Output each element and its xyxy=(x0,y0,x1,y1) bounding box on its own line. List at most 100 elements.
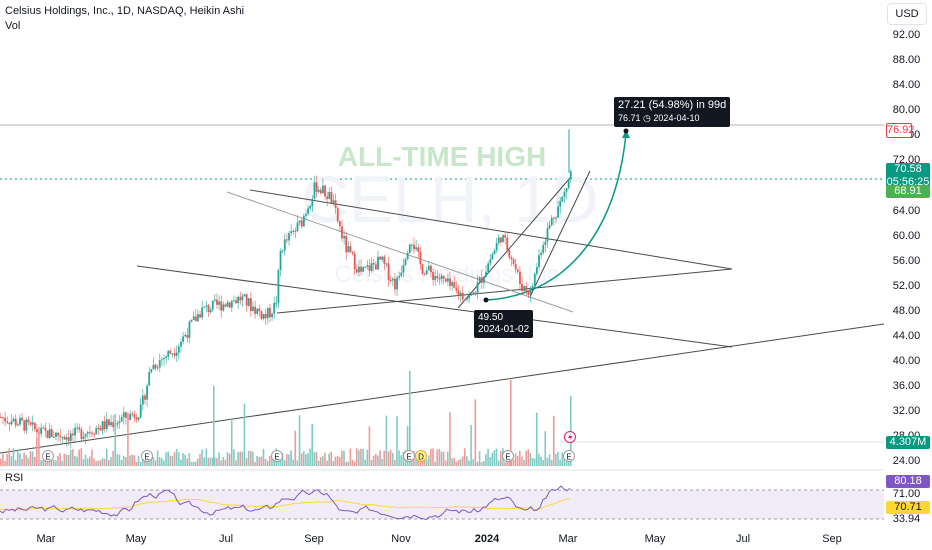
volume-bar xyxy=(552,415,555,466)
price-scale[interactable]: 92.0088.0084.0080.0076.0072.0068.0064.00… xyxy=(884,0,932,530)
candle xyxy=(300,220,303,227)
volume-bar xyxy=(366,449,369,466)
candle xyxy=(476,282,479,295)
earnings-marker-label: E xyxy=(505,453,510,462)
trendline-short-up xyxy=(0,324,884,376)
candle xyxy=(99,427,102,431)
main-chart-canvas[interactable]: ALL-TIME HIGH CELH, 1D Celsius Holdings,… xyxy=(0,0,884,530)
volume-bar xyxy=(57,455,59,466)
volume-bar xyxy=(298,415,301,466)
rsi-line xyxy=(0,485,571,521)
candle xyxy=(381,256,384,260)
volume-bar xyxy=(21,458,23,466)
symbol-title[interactable]: Celsius Holdings, Inc., 1D, NASDAQ, Heik… xyxy=(5,5,245,17)
candle xyxy=(110,422,112,426)
volume-bar xyxy=(25,455,28,466)
volume-bar xyxy=(466,456,468,466)
candle xyxy=(93,433,96,435)
volume-bar xyxy=(315,451,318,466)
candle xyxy=(480,277,483,283)
volume-bar xyxy=(52,459,55,466)
candle xyxy=(292,230,295,232)
volume-bar xyxy=(105,448,108,466)
currency-button[interactable]: USD xyxy=(887,3,927,25)
volume-bar xyxy=(93,458,95,466)
candle xyxy=(334,200,337,208)
projection-curve[interactable] xyxy=(485,133,627,301)
candle xyxy=(497,237,500,244)
projection-start-point[interactable] xyxy=(483,297,489,303)
price-tick: 48.00 xyxy=(892,305,921,317)
volume-bar xyxy=(154,460,157,466)
candle xyxy=(27,419,30,423)
candle xyxy=(398,275,401,278)
candle xyxy=(447,278,449,282)
chart-legend[interactable]: Celsius Holdings, Inc., 1D, NASDAQ, Heik… xyxy=(5,4,244,34)
volume-bar xyxy=(292,459,294,466)
clock-icon: ◷ xyxy=(643,113,651,123)
projection-target-detail: 76.71 ◷ 2024-04-10 xyxy=(618,112,726,125)
candle xyxy=(455,287,458,291)
candle xyxy=(184,334,187,337)
volume-bar xyxy=(353,461,356,466)
volume-bar xyxy=(322,456,324,466)
candle xyxy=(245,294,248,306)
earnings-marker[interactable] xyxy=(271,450,283,462)
trendlines[interactable] xyxy=(0,170,884,454)
dividend-marker[interactable] xyxy=(415,450,427,462)
price-tick: 92.00 xyxy=(892,29,921,41)
trendline-wedge-low xyxy=(0,325,884,377)
candle xyxy=(175,352,178,356)
volume-bar xyxy=(455,461,458,466)
volume-bar xyxy=(497,460,500,466)
candle xyxy=(29,422,32,425)
price-tick: 56.00 xyxy=(892,255,921,267)
earnings-marker[interactable] xyxy=(563,450,575,462)
candle xyxy=(12,418,15,422)
earnings-marker[interactable] xyxy=(42,450,54,462)
candle xyxy=(260,311,263,319)
candle xyxy=(158,360,161,368)
earnings-marker[interactable] xyxy=(502,450,514,462)
candle xyxy=(427,265,430,271)
candle xyxy=(23,420,26,431)
candle xyxy=(264,313,267,319)
volume-bar xyxy=(205,448,208,466)
candle xyxy=(311,198,314,207)
projection-end-point[interactable] xyxy=(623,128,629,134)
volume-bar xyxy=(343,450,345,466)
candle xyxy=(502,235,504,243)
candle xyxy=(459,292,462,296)
earnings-marker[interactable] xyxy=(141,450,153,462)
candle xyxy=(243,294,246,297)
volume-bar xyxy=(243,403,246,466)
projection-start-price: 49.50 xyxy=(478,312,504,323)
volume-bar xyxy=(74,455,76,466)
candle xyxy=(186,334,189,338)
candle xyxy=(385,263,388,265)
rsi-label[interactable]: RSI xyxy=(5,472,24,484)
candle xyxy=(408,244,411,253)
candle xyxy=(101,421,104,431)
volume-bar xyxy=(476,461,479,466)
candle xyxy=(201,307,204,318)
volume-bar xyxy=(122,455,125,466)
candle xyxy=(349,246,352,252)
candle xyxy=(211,300,214,310)
volume-bar xyxy=(108,460,110,466)
volume-bar xyxy=(495,448,498,466)
candle xyxy=(131,413,134,415)
candle xyxy=(358,266,360,273)
candle xyxy=(275,302,278,304)
candle xyxy=(190,319,193,322)
volume-bar xyxy=(383,450,386,466)
volume-bar xyxy=(324,452,326,466)
earnings-marker[interactable] xyxy=(403,450,415,462)
candle xyxy=(351,251,354,254)
volume-legend[interactable]: Vol xyxy=(5,20,21,32)
volume-bar xyxy=(135,461,138,466)
volume-bar xyxy=(182,453,184,466)
candle xyxy=(370,262,373,271)
candle xyxy=(449,278,451,286)
